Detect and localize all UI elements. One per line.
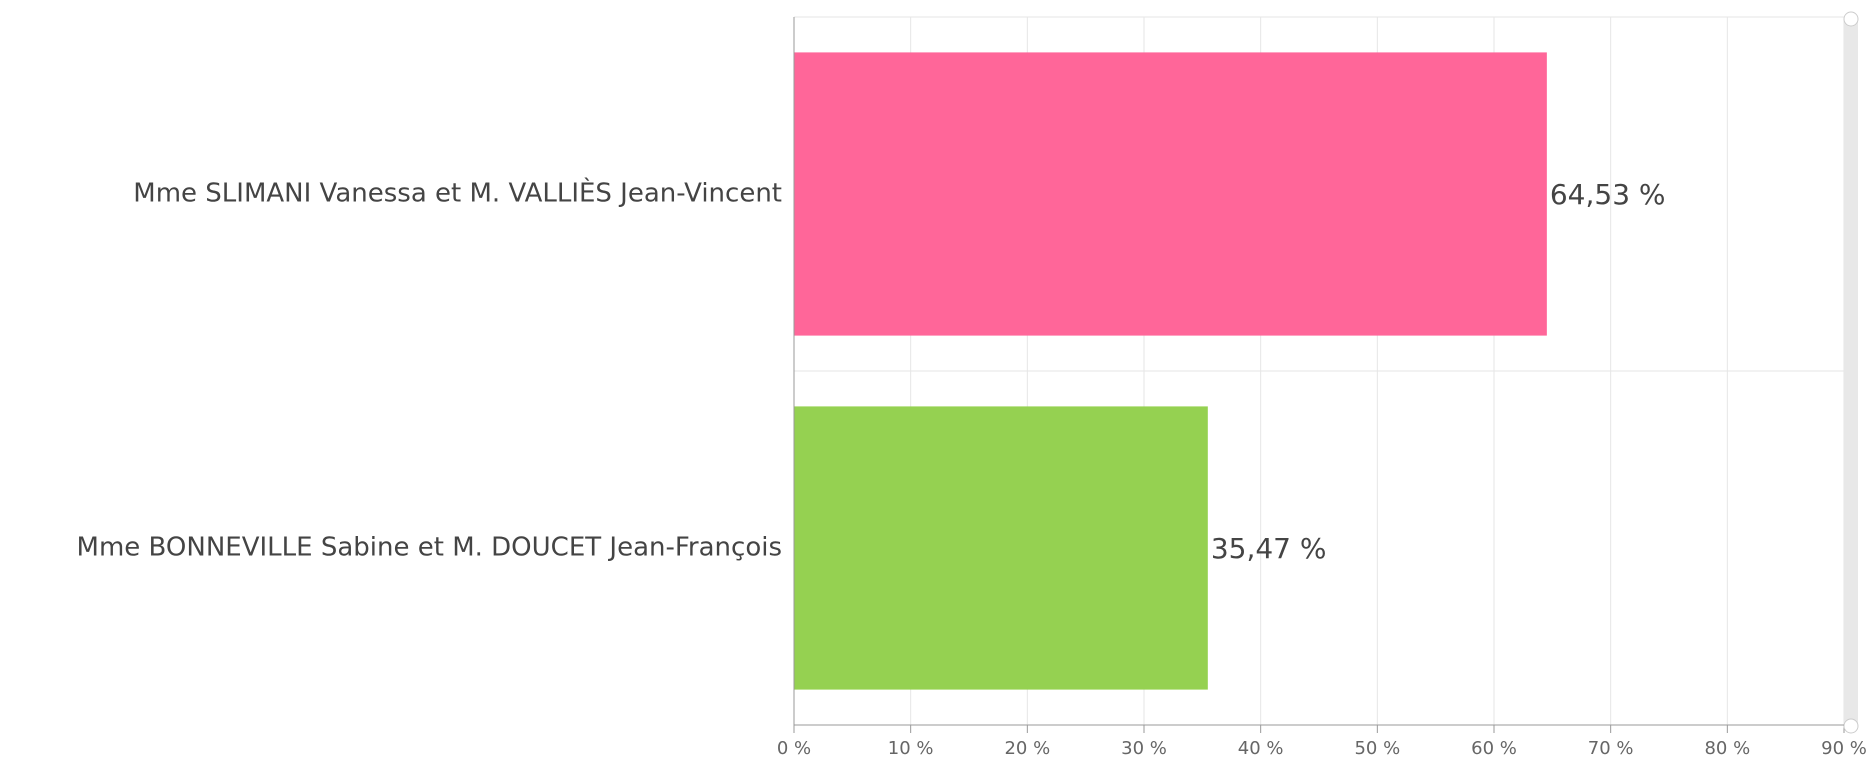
scroll-track — [1844, 17, 1858, 725]
x-tick-label: 80 % — [1704, 738, 1750, 759]
value-label: 35,47 % — [1211, 532, 1327, 565]
x-tick-label: 30 % — [1121, 738, 1167, 759]
x-tick-label: 20 % — [1004, 738, 1050, 759]
category-label: Mme SLIMANI Vanessa et M. VALLIÈS Jean-V… — [133, 177, 782, 209]
x-tick-label: 70 % — [1588, 738, 1634, 759]
x-tick-label: 10 % — [888, 738, 934, 759]
bar — [794, 406, 1208, 690]
bar — [794, 52, 1547, 336]
x-tick-label: 90 % — [1821, 738, 1867, 759]
scroll-handle[interactable] — [1843, 11, 1859, 27]
scroll-handle[interactable] — [1843, 718, 1859, 734]
x-tick-label: 0 % — [777, 738, 811, 759]
category-label: Mme BONNEVILLE Sabine et M. DOUCET Jean-… — [77, 533, 782, 563]
x-tick-label: 40 % — [1238, 738, 1284, 759]
x-tick-label: 50 % — [1354, 738, 1400, 759]
value-label: 64,53 % — [1550, 178, 1666, 211]
x-tick-label: 60 % — [1471, 738, 1517, 759]
